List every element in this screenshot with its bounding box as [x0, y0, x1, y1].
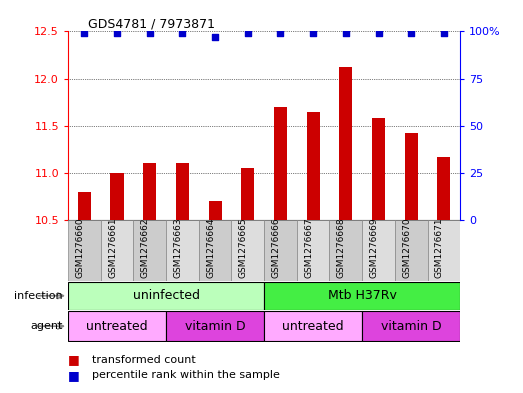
Bar: [166, 311, 264, 341]
Text: percentile rank within the sample: percentile rank within the sample: [92, 370, 279, 380]
Bar: [395, 220, 428, 281]
Bar: [133, 220, 166, 281]
Point: [309, 30, 317, 37]
Text: ■: ■: [68, 353, 79, 366]
Text: agent: agent: [30, 321, 63, 331]
Bar: [264, 311, 362, 341]
Text: GSM1276671: GSM1276671: [435, 217, 444, 278]
Point: [178, 30, 187, 37]
Bar: [143, 163, 156, 220]
Text: GSM1276668: GSM1276668: [337, 217, 346, 278]
Bar: [209, 201, 222, 220]
Text: untreated: untreated: [282, 320, 344, 333]
Bar: [100, 220, 133, 281]
Point: [80, 30, 88, 37]
Bar: [362, 311, 460, 341]
Bar: [362, 220, 395, 281]
Text: infection: infection: [14, 291, 63, 301]
Point: [276, 30, 285, 37]
Bar: [68, 220, 100, 281]
Bar: [166, 220, 199, 281]
Bar: [372, 118, 385, 220]
Text: vitamin D: vitamin D: [185, 320, 245, 333]
Point: [244, 30, 252, 37]
Bar: [428, 220, 460, 281]
Text: GSM1276667: GSM1276667: [304, 217, 313, 278]
Text: GDS4781 / 7973871: GDS4781 / 7973871: [88, 17, 214, 30]
Bar: [274, 107, 287, 220]
Bar: [199, 220, 231, 281]
Point: [211, 34, 219, 40]
Bar: [405, 133, 418, 220]
Bar: [176, 163, 189, 220]
Text: GSM1276665: GSM1276665: [239, 217, 248, 278]
Text: GSM1276670: GSM1276670: [402, 217, 411, 278]
Text: transformed count: transformed count: [92, 354, 195, 365]
Bar: [231, 220, 264, 281]
Bar: [306, 112, 320, 220]
Text: GSM1276663: GSM1276663: [174, 217, 183, 278]
Text: GSM1276669: GSM1276669: [370, 217, 379, 278]
Bar: [68, 281, 264, 310]
Point: [113, 30, 121, 37]
Point: [145, 30, 154, 37]
Bar: [437, 157, 450, 220]
Point: [440, 30, 448, 37]
Bar: [297, 220, 329, 281]
Bar: [339, 67, 353, 220]
Point: [407, 30, 415, 37]
Text: GSM1276661: GSM1276661: [108, 217, 117, 278]
Bar: [264, 281, 460, 310]
Text: GSM1276666: GSM1276666: [271, 217, 280, 278]
Bar: [241, 168, 254, 220]
Text: GSM1276664: GSM1276664: [206, 217, 215, 278]
Point: [342, 30, 350, 37]
Text: GSM1276662: GSM1276662: [141, 217, 150, 278]
Text: ■: ■: [68, 369, 79, 382]
Text: uninfected: uninfected: [132, 289, 200, 302]
Point: [374, 30, 383, 37]
Bar: [264, 220, 297, 281]
Text: untreated: untreated: [86, 320, 148, 333]
Bar: [68, 311, 166, 341]
Text: Mtb H37Rv: Mtb H37Rv: [328, 289, 396, 302]
Bar: [329, 220, 362, 281]
Text: GSM1276660: GSM1276660: [75, 217, 84, 278]
Text: vitamin D: vitamin D: [381, 320, 441, 333]
Bar: [110, 173, 123, 220]
Bar: [78, 192, 91, 220]
